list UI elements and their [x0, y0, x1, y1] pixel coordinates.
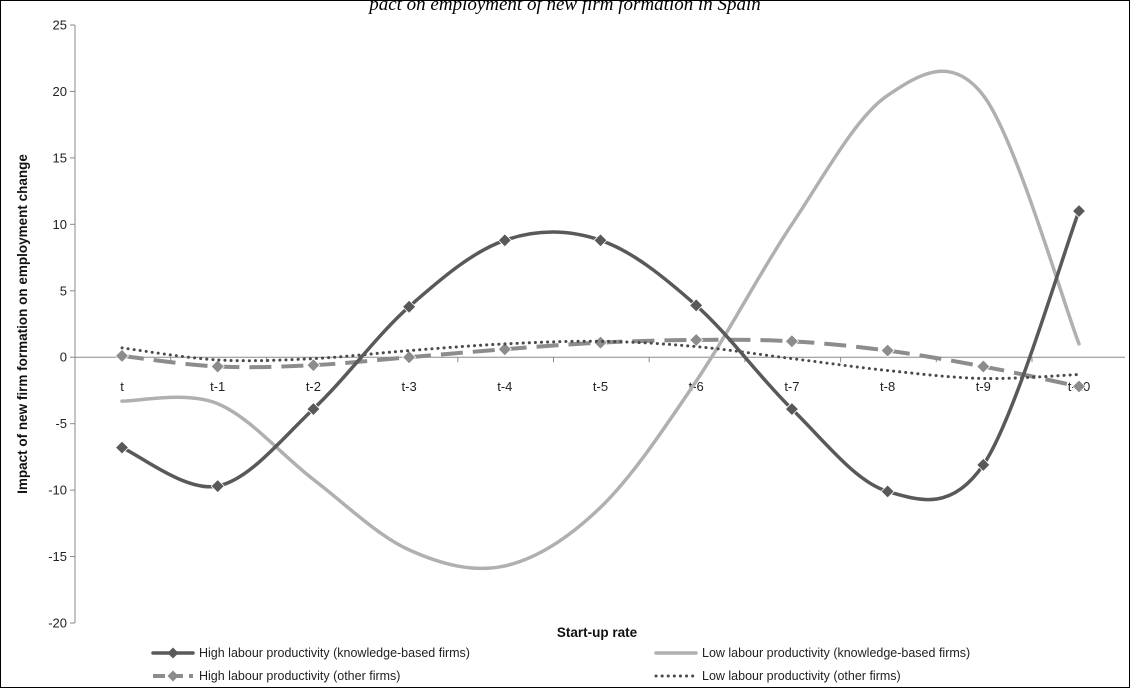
chart-title: pact on employment of new firm formation… — [367, 0, 761, 15]
y-axis-title: Impact of new firm formation on employme… — [15, 154, 30, 494]
legend: High labour productivity (knowledge-base… — [151, 646, 970, 683]
data-point-marker — [880, 343, 895, 358]
data-point-marker — [210, 359, 225, 374]
y-tick-label: 5 — [60, 283, 67, 298]
data-point-marker — [114, 440, 130, 455]
data-point-marker — [1071, 203, 1087, 219]
x-tick-label: t-4 — [497, 379, 512, 394]
x-tick-label: t-7 — [784, 379, 799, 394]
x-axis: tt-1t-2t-3t-4t-5t-6t-7t-8t-9t-10 — [74, 356, 1125, 394]
x-tick-label: t — [120, 379, 124, 394]
legend-label: High labour productivity (knowledge-base… — [199, 646, 470, 660]
series-line — [120, 69, 1081, 571]
data-point-marker — [306, 358, 321, 373]
data-point-marker — [402, 299, 417, 314]
data-point-marker — [976, 457, 991, 472]
y-tick-label: 20 — [53, 84, 67, 99]
data-point-marker — [306, 401, 321, 417]
x-tick-label: t-8 — [880, 379, 895, 394]
data-point-marker — [689, 332, 704, 348]
data-point-marker — [784, 401, 799, 417]
x-tick-label: t-1 — [210, 379, 225, 394]
data-point-marker — [880, 484, 895, 499]
data-point-marker — [210, 479, 225, 494]
series-line — [120, 209, 1081, 502]
data-point-marker — [689, 298, 704, 313]
y-tick-label: -10 — [48, 483, 67, 498]
y-tick-label: 10 — [53, 217, 67, 232]
data-point-marker — [593, 233, 608, 248]
legend-label: Low labour productivity (knowledge-based… — [702, 646, 970, 660]
x-axis-title: Start-up rate — [557, 625, 638, 640]
y-tick-label: -15 — [48, 549, 67, 564]
data-point-marker — [114, 348, 130, 363]
legend-marker — [167, 670, 179, 682]
x-tick-label: t-6 — [689, 379, 704, 394]
x-tick-label: t-9 — [976, 379, 991, 394]
data-point-marker — [784, 334, 799, 349]
legend-marker — [167, 647, 179, 659]
y-axis: -20 -15 -10 -5 0 5 10 15 20 25 — [48, 18, 76, 631]
data-point-marker — [976, 359, 991, 374]
x-tick-label: t-2 — [306, 379, 321, 394]
data-point-marker — [402, 350, 417, 365]
y-tick-label: 0 — [60, 350, 67, 365]
series-lines — [114, 69, 1087, 571]
y-tick-label: 25 — [53, 18, 67, 33]
x-tick-label: t-3 — [402, 379, 417, 394]
y-tick-label: -20 — [48, 616, 67, 631]
legend-label: High labour productivity (other firms) — [199, 669, 400, 683]
y-tick-label: -5 — [55, 416, 67, 431]
data-point-marker — [497, 233, 512, 248]
legend-label: Low labour productivity (other firms) — [702, 669, 901, 683]
y-tick-label: 15 — [53, 150, 67, 165]
data-point-marker — [497, 342, 512, 357]
series-line — [120, 339, 1081, 381]
x-tick-label: t-5 — [593, 379, 608, 394]
data-point-marker — [1071, 379, 1087, 394]
